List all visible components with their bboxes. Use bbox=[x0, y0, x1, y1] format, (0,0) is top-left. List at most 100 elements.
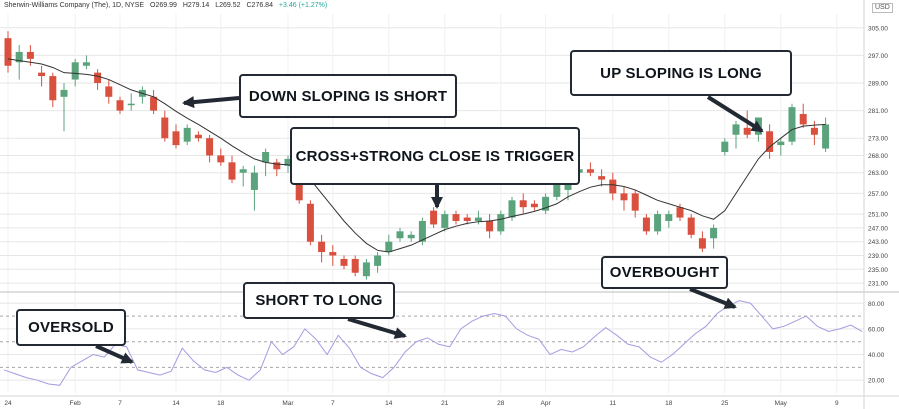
candle-up bbox=[665, 214, 673, 221]
price-axis-tick: 247.00 bbox=[868, 225, 888, 232]
candle-up bbox=[183, 127, 191, 142]
candle-down bbox=[116, 100, 124, 111]
candle-down bbox=[687, 217, 695, 235]
candle-up bbox=[396, 231, 404, 239]
arrow-oversold-head bbox=[120, 352, 134, 364]
candle-up bbox=[262, 152, 270, 163]
callout-overbought: OVERBOUGHT bbox=[601, 256, 728, 289]
arrow-cross-strong-head bbox=[431, 197, 443, 209]
price-axis-tick: 243.00 bbox=[868, 239, 888, 246]
price-axis-tick: 273.00 bbox=[868, 136, 888, 143]
callout-down-sloping: DOWN SLOPING IS SHORT bbox=[239, 74, 457, 118]
candle-down bbox=[799, 114, 807, 125]
moving-average-line bbox=[7, 58, 826, 253]
candle-down bbox=[452, 214, 460, 221]
price-axis-tick: 239.00 bbox=[868, 253, 888, 260]
candle-up bbox=[721, 141, 729, 152]
candle-up bbox=[407, 234, 415, 239]
symbol-title: Sherwin-Williams Company (The), 1D, NYSE bbox=[4, 2, 145, 9]
open-value: O269.99 bbox=[150, 2, 177, 9]
candle-up bbox=[474, 217, 482, 221]
candle-down bbox=[519, 200, 527, 208]
candle-down bbox=[676, 207, 684, 218]
candle-up bbox=[250, 172, 258, 190]
candle-down bbox=[530, 203, 538, 208]
price-axis-tick: 281.00 bbox=[868, 108, 888, 115]
candle-down bbox=[273, 162, 281, 170]
candle-up bbox=[374, 255, 382, 266]
candle-up bbox=[82, 62, 90, 66]
time-axis-tick: 11 bbox=[609, 400, 616, 407]
time-axis-tick: 24 bbox=[4, 400, 12, 407]
price-axis-tick: 305.00 bbox=[868, 25, 888, 32]
candle-up bbox=[418, 221, 426, 242]
osc-axis-tick: 60.00 bbox=[868, 326, 885, 333]
callout-up-sloping: UP SLOPING IS LONG bbox=[570, 50, 792, 96]
candle-down bbox=[105, 86, 113, 97]
candle-down bbox=[486, 221, 494, 232]
candle-up bbox=[508, 200, 516, 218]
candle-down bbox=[642, 217, 650, 232]
candle-down bbox=[329, 252, 337, 256]
candle-down bbox=[598, 176, 606, 180]
candle-down bbox=[4, 38, 12, 66]
candle-down bbox=[463, 217, 471, 221]
candle-down bbox=[228, 162, 236, 180]
candle-up bbox=[385, 241, 393, 253]
arrow-up-sloping-head bbox=[750, 120, 764, 133]
arrow-overbought-head bbox=[723, 297, 737, 309]
candle-up bbox=[15, 51, 23, 63]
currency-badge[interactable]: USD bbox=[872, 3, 893, 13]
time-axis-tick: 28 bbox=[497, 400, 505, 407]
price-axis-tick: 257.00 bbox=[868, 191, 888, 198]
candle-up bbox=[284, 158, 292, 166]
candle-down bbox=[340, 258, 348, 266]
candle-down bbox=[620, 193, 628, 201]
time-axis-tick: 14 bbox=[172, 400, 180, 407]
candle-up bbox=[441, 214, 449, 228]
candle-down bbox=[766, 131, 774, 152]
low-value: L269.52 bbox=[215, 2, 241, 9]
candle-down bbox=[306, 203, 314, 242]
candle-up bbox=[71, 62, 79, 80]
candle-down bbox=[217, 155, 225, 163]
candle-up bbox=[553, 183, 561, 197]
time-axis-tick: 18 bbox=[665, 400, 673, 407]
close-value: C276.84 bbox=[246, 2, 273, 9]
candle-up bbox=[788, 107, 796, 142]
oscillator-line bbox=[3, 300, 863, 386]
price-axis-tick: 231.00 bbox=[868, 281, 888, 288]
candle-down bbox=[698, 238, 706, 249]
candle-down bbox=[161, 117, 169, 139]
candle-down bbox=[631, 193, 639, 211]
time-axis-tick: Feb bbox=[70, 400, 82, 407]
candle-up bbox=[654, 214, 662, 232]
candle-down bbox=[609, 179, 617, 194]
candle-up bbox=[239, 169, 247, 173]
chart-header: Sherwin-Williams Company (The), 1D, NYSE… bbox=[4, 2, 327, 9]
candle-down bbox=[586, 169, 594, 173]
time-axis-tick: 25 bbox=[721, 400, 729, 407]
candle-down bbox=[94, 72, 102, 83]
candle-up bbox=[822, 124, 830, 149]
time-axis-tick: 7 bbox=[118, 400, 122, 407]
candle-up bbox=[710, 227, 718, 239]
candle-up bbox=[777, 141, 785, 146]
candle-up bbox=[362, 262, 370, 277]
price-axis-tick: 268.00 bbox=[868, 153, 888, 160]
price-axis-tick: 297.00 bbox=[868, 53, 888, 60]
candle-down bbox=[49, 76, 57, 101]
arrow-down-sloping-head bbox=[182, 96, 195, 109]
price-axis-tick: 289.00 bbox=[868, 81, 888, 88]
arrow-short-to-long-head bbox=[393, 327, 407, 339]
candle-down bbox=[206, 138, 214, 156]
candle-down bbox=[150, 96, 158, 111]
time-axis-tick: Mar bbox=[282, 400, 294, 407]
candle-up bbox=[60, 89, 68, 97]
candle-down bbox=[38, 72, 46, 77]
callout-short-to-long: SHORT TO LONG bbox=[243, 282, 395, 319]
candle-down bbox=[172, 131, 180, 146]
osc-axis-tick: 80.00 bbox=[868, 301, 885, 308]
time-axis-tick: 9 bbox=[835, 400, 839, 407]
